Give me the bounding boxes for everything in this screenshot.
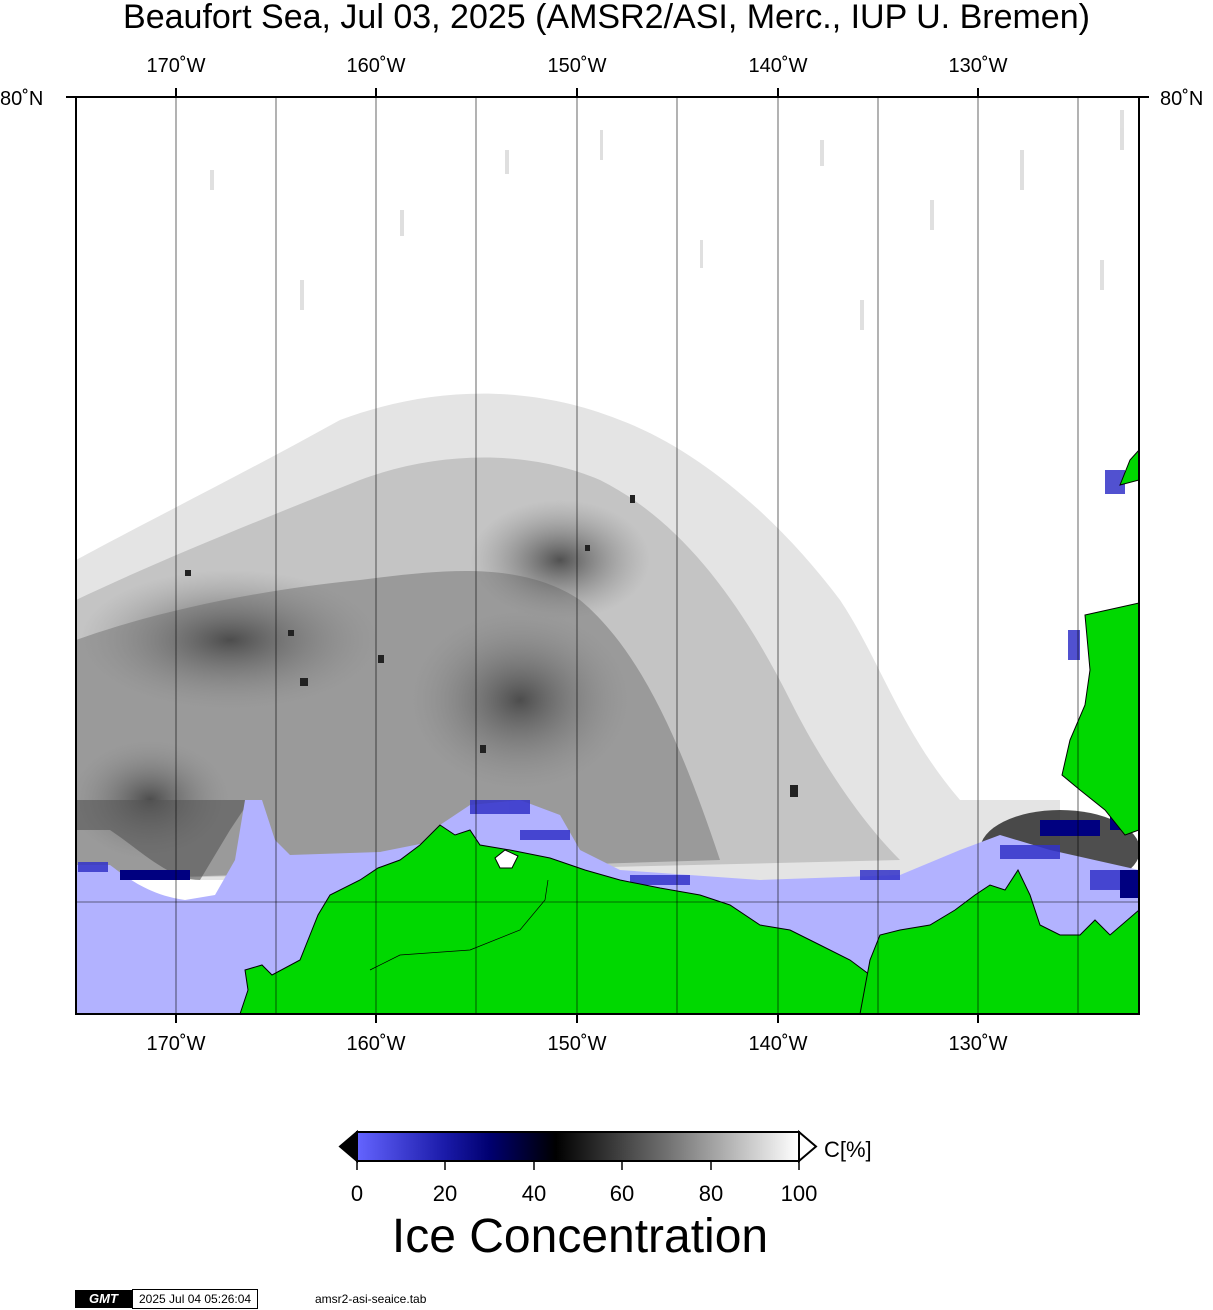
- map-ticks: [66, 88, 1149, 1023]
- border-line: [369, 879, 549, 971]
- colorbar-label-0: 0: [350, 1181, 364, 1206]
- lon-label-top-150w: 150˚W: [547, 55, 607, 77]
- lon-label-top-170w: 170˚W: [146, 55, 206, 77]
- colorbar-title: Ice Concentration: [391, 1210, 769, 1263]
- lon-label-top-130w: 130˚W: [948, 55, 1008, 77]
- colorbar-low-triangle: [338, 1129, 358, 1164]
- ice-concentration-field: [76, 110, 1139, 890]
- graticule: [76, 97, 1139, 1014]
- colorbar-label-80: 80: [698, 1181, 724, 1206]
- command-label: amsr2-asi-seaice.tab: [315, 1292, 427, 1306]
- lon-label-bottom-140w: 140˚W: [748, 1033, 808, 1055]
- lon-label-bottom-130w: 130˚W: [948, 1033, 1008, 1055]
- colorbar-high-triangle: [798, 1129, 818, 1164]
- lat-label-left-80n: 80˚N: [0, 88, 44, 110]
- lake-teshekpuk: [494, 849, 519, 869]
- colorbar-label-40: 40: [521, 1181, 547, 1206]
- colorbar-unit: C[%]: [824, 1137, 872, 1162]
- lon-label-top-160w: 160˚W: [346, 55, 406, 77]
- colorbar-label-20: 20: [432, 1181, 458, 1206]
- lat-label-right-80n: 80˚N: [1160, 88, 1204, 110]
- land-mackenzie: [859, 868, 1139, 1014]
- land-alaska: [239, 824, 871, 1014]
- lon-label-bottom-170w: 170˚W: [146, 1033, 206, 1055]
- lon-label-bottom-150w: 150˚W: [547, 1033, 607, 1055]
- gmt-logo: GMT: [75, 1290, 132, 1308]
- map-frame: [75, 96, 1140, 1015]
- land-banks-island: [1061, 602, 1139, 836]
- open-water-west: [76, 800, 440, 1014]
- colorbar-label-100: 100: [780, 1181, 818, 1206]
- colorbar-label-60: 60: [609, 1181, 635, 1206]
- lon-label-top-140w: 140˚W: [748, 55, 808, 77]
- colorbar: [338, 1129, 818, 1170]
- timestamp: 2025 Jul 04 05:26:04: [132, 1289, 259, 1309]
- lon-label-bottom-160w: 160˚W: [346, 1033, 406, 1055]
- map-title: Beaufort Sea, Jul 03, 2025 (AMSR2/ASI, M…: [123, 0, 1090, 36]
- land-prince-patrick: [1119, 449, 1139, 486]
